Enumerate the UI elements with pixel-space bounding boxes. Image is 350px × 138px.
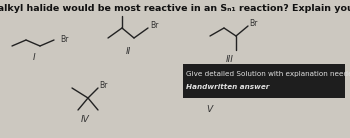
Text: IV: IV: [80, 116, 89, 124]
Text: 4. Which alkyl halide would be most reactive in an Sₙ₁ reaction? Explain your an: 4. Which alkyl halide would be most reac…: [0, 4, 350, 13]
Text: Br: Br: [249, 19, 257, 29]
FancyBboxPatch shape: [183, 64, 345, 98]
Text: Give detailed Solution with explanation needed.don't give: Give detailed Solution with explanation …: [186, 71, 350, 77]
Text: Br: Br: [99, 82, 107, 91]
Text: I: I: [33, 54, 35, 63]
Text: Br: Br: [150, 22, 158, 30]
Text: Br: Br: [60, 34, 68, 43]
Text: Handwritten answer: Handwritten answer: [186, 84, 270, 90]
Text: V: V: [206, 105, 212, 115]
Text: II: II: [125, 47, 131, 55]
Text: III: III: [226, 55, 234, 64]
Text: Br: Br: [225, 91, 233, 99]
